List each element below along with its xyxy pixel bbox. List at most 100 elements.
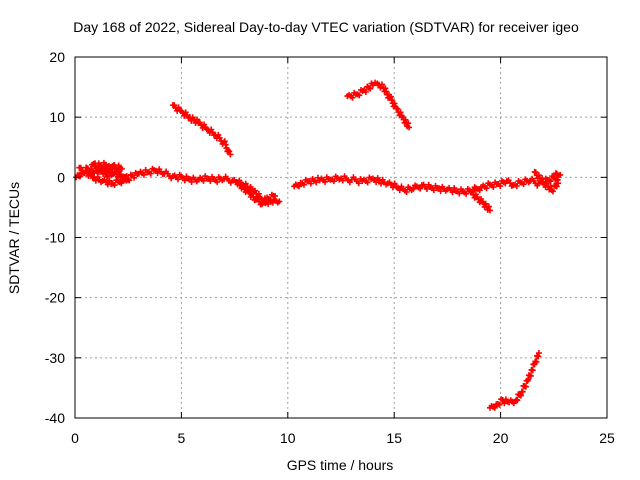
trace-mark (373, 179, 380, 186)
data-point (227, 151, 234, 158)
trace-mark (322, 178, 329, 185)
trace-mark (119, 176, 126, 183)
series-main-band-2 (291, 171, 564, 197)
trace-mark (456, 190, 463, 197)
trace-mark (200, 177, 207, 184)
trace-mark (485, 203, 492, 210)
trace-mark (140, 171, 147, 178)
x-axis-title: GPS time / hours (287, 457, 394, 473)
trace-mark (532, 169, 539, 176)
trace-mark (249, 190, 256, 197)
trace-mark (378, 180, 385, 187)
trace-mark (497, 183, 504, 190)
y-tick-label: -40 (45, 410, 65, 426)
trace-mark (339, 177, 346, 184)
trace-mark (482, 200, 489, 207)
trace-mark (383, 88, 390, 95)
trace-mark (147, 170, 154, 177)
trace-mark (437, 188, 444, 195)
trace-mark (529, 367, 536, 374)
axis-ticks (74, 56, 608, 419)
trace-mark (356, 92, 363, 99)
trace-mark (307, 180, 314, 187)
x-tick-label: 25 (599, 430, 615, 446)
data-point (118, 165, 125, 172)
trace-mark (313, 179, 320, 186)
trace-mark (387, 93, 394, 100)
series-arc-19-21 (486, 350, 542, 411)
trace-mark (539, 175, 546, 182)
trace-mark (349, 94, 356, 101)
x-tick-label: 20 (493, 430, 509, 446)
trace-mark (451, 185, 458, 192)
data-point (406, 124, 413, 131)
trace-mark (98, 168, 105, 175)
trace-mark (221, 138, 228, 145)
trace-mark (449, 189, 456, 196)
trace-mark (194, 116, 201, 123)
trace-mark (517, 392, 524, 399)
trace-mark (490, 184, 497, 191)
trace-mark (501, 400, 508, 407)
trace-mark (423, 185, 430, 192)
chart-title: Day 168 of 2022, Sidereal Day-to-day VTE… (73, 19, 579, 35)
series-dip-branch (233, 179, 279, 208)
trace-mark (476, 187, 483, 194)
trace-mark (519, 388, 526, 395)
trace-mark (478, 195, 485, 202)
x-tick-label: 5 (178, 430, 186, 446)
trace-mark (549, 188, 556, 195)
trace-mark (330, 178, 337, 185)
trace-mark (491, 404, 498, 411)
trace-mark (188, 178, 195, 185)
trace-mark (131, 174, 138, 181)
trace-mark (181, 177, 188, 184)
trace-mark (394, 105, 401, 112)
trace-mark (255, 190, 262, 197)
trace-mark (397, 109, 404, 116)
trace-mark (367, 85, 374, 92)
trace-mark (391, 180, 398, 187)
trace-mark (514, 397, 521, 404)
data-point (410, 185, 417, 192)
trace-mark (114, 173, 121, 180)
series-low-wedge (76, 159, 132, 189)
trace-mark (388, 96, 395, 103)
trace-mark (236, 182, 243, 189)
trace-mark (417, 185, 424, 192)
trace-mark (174, 176, 181, 183)
trace-mark (267, 197, 274, 204)
trace-mark (99, 164, 106, 171)
series-arc-13-15 (344, 79, 413, 131)
trace-mark (553, 177, 560, 184)
data-point (557, 171, 564, 178)
trace-mark (483, 185, 490, 192)
trace-mark (430, 187, 437, 194)
trace-mark (533, 358, 540, 365)
trace-mark (215, 131, 222, 138)
data-point (552, 170, 559, 177)
trace-mark (522, 383, 529, 390)
trace-mark (391, 100, 398, 107)
y-tick-labels: -40 -30 -20 -10 0 10 20 (45, 49, 65, 426)
trace-mark (243, 185, 250, 192)
trace-mark (496, 401, 503, 408)
trace-mark (527, 372, 534, 379)
trace-mark (106, 177, 113, 184)
data-point (272, 192, 279, 199)
y-tick-label: 10 (49, 109, 65, 125)
trace-mark (154, 170, 161, 177)
trace-mark (77, 173, 84, 180)
trace-mark (226, 148, 233, 155)
x-tick-labels: 0 5 10 15 20 25 (71, 430, 615, 446)
trace-mark (378, 81, 385, 88)
data-point (486, 207, 493, 214)
y-tick-label: -30 (45, 350, 65, 366)
series-right-branch (531, 168, 562, 195)
trace-mark (396, 187, 403, 194)
trace-mark (405, 120, 412, 127)
trace-mark (247, 183, 254, 190)
trace-mark (463, 190, 470, 197)
trace-mark (355, 180, 362, 187)
